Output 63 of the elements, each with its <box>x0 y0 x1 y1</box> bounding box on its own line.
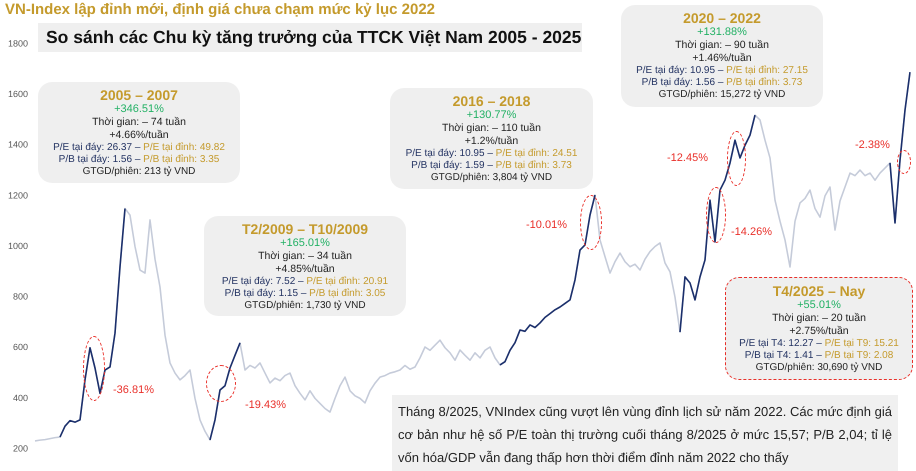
annotation: P/B tại T9: 2.08 <box>824 350 894 361</box>
annotation: P/E tại đáy: 7.52 – <box>222 276 304 287</box>
annotation: P/E tại đáy: 10.95 – <box>406 148 493 159</box>
annotation: -14.26% <box>731 226 772 238</box>
annotation: P/E tại đáy: 10.95 – <box>636 65 724 76</box>
annotation: GTGD/phiên: 1,730 tỷ VND <box>243 300 367 312</box>
annotation: P/E tại đỉnh: 20.91 <box>306 276 388 287</box>
annotation: GTGD/phiên: 30,690 tỷ VND <box>754 362 884 374</box>
annotation: +2.75%/tuần <box>788 325 850 338</box>
annotation: P/B tại T4: 1.41 – <box>744 350 822 361</box>
y-tick-label: 1600 <box>8 89 28 100</box>
y-tick-label: 1200 <box>8 190 28 200</box>
y-tick-label: 1800 <box>8 38 28 48</box>
annotation: -19.43% <box>245 399 286 411</box>
annotation: P/B tại đáy: 1.59 – <box>411 160 493 171</box>
annotation: GTGD/phiên: 213 tỷ VND <box>82 166 196 178</box>
annotation: +4.66%/tuần <box>108 129 170 142</box>
annotation: +1.46%/tuần <box>691 52 753 65</box>
annotation: -2.38% <box>855 139 890 151</box>
y-tick-label: 1000 <box>8 240 28 251</box>
annotation: P/E tại đỉnh: 24.51 <box>496 148 578 159</box>
annotation: +165.01% <box>279 237 331 250</box>
text: +131.88% <box>696 26 748 39</box>
chart-subtitle: So sánh các Chu kỳ tăng trưởng của TTCK Việt Nam 2005 - 2025 <box>38 23 582 52</box>
annotation: Tháng 8/2025, VNIndex cũng vượt lên vùng đỉnh lịch sử năm 2022. Các mức định giá cơ bản như hệ số P/E toàn thị trường cuối tháng 8/2025 ở mức 15,57; P/B 2,04; tỉ lệ vốn hóa/GDP vẫn đang thấp hơn thời điểm đỉnh năm 2022 cho thấy <box>392 395 898 471</box>
annotation: P/B tại đỉnh: 3.73 <box>726 77 802 88</box>
annotation: 2005 – 2007 <box>99 87 179 103</box>
chart-title: VN-Index lập đỉnh mới, định giá chưa chạm mức kỷ lục 2022 <box>5 1 436 18</box>
y-tick-label: 1400 <box>8 140 28 150</box>
annotation: +4.85%/tuần <box>274 263 336 276</box>
y-tick-label: 800 <box>12 292 28 302</box>
annotation: P/E tại đáy: 26.37 – <box>53 142 140 153</box>
annotation: Thời gian: – 20 tuần <box>771 312 867 325</box>
annotation: Thời gian: – 34 tuần <box>257 250 353 263</box>
annotation: P/B tại đáy: 1.56 – <box>58 154 140 165</box>
annotation: GTGD/phiên: 3,804 tỷ VND <box>430 172 554 184</box>
annotation: Thời gian: – 74 tuần <box>91 116 187 129</box>
y-tick-label: 600 <box>12 342 28 352</box>
annotation: +346.51% <box>113 103 165 116</box>
annotation: T2/2009 – T10/2009 <box>240 221 370 237</box>
annotation: Thời gian: – 110 tuần <box>441 122 542 135</box>
annotation: -10.01% <box>526 219 567 231</box>
annotation: P/E tại đỉnh: 27.15 <box>726 65 808 76</box>
annotation: GTGD/phiên: 15,272 tỷ VND <box>658 89 786 101</box>
annotation: Thời gian: – 90 tuần <box>674 39 770 52</box>
annotation: P/B tại đỉnh: 3.05 <box>309 288 386 299</box>
annotation: +1.2%/tuần <box>464 135 520 148</box>
annotation: -36.81% <box>113 384 154 396</box>
annotation: 2016 – 2018 <box>452 93 532 109</box>
annotation: P/B tại đáy: 1.15 – <box>224 288 306 299</box>
annotation: P/E tại T9: 15.21 <box>824 338 899 349</box>
annotation: +55.01% <box>796 299 842 312</box>
text: 2020 – 2022 <box>682 10 762 26</box>
annotation: P/B tại đáy: 1.56 – <box>642 77 724 88</box>
annotation: T4/2025 – Nay <box>772 283 866 299</box>
annotation: +130.77% <box>466 109 518 122</box>
annotation: -12.45% <box>667 152 708 164</box>
annotation: P/E tại đỉnh: 49.82 <box>143 142 225 153</box>
annotation: P/E tại T4: 12.27 – <box>739 338 822 349</box>
annotation: P/B tại đỉnh: 3.35 <box>143 154 220 165</box>
annotation: P/B tại đỉnh: 3.73 <box>496 160 572 171</box>
y-tick-label: 200 <box>12 443 28 454</box>
y-tick-label: 400 <box>12 392 28 403</box>
